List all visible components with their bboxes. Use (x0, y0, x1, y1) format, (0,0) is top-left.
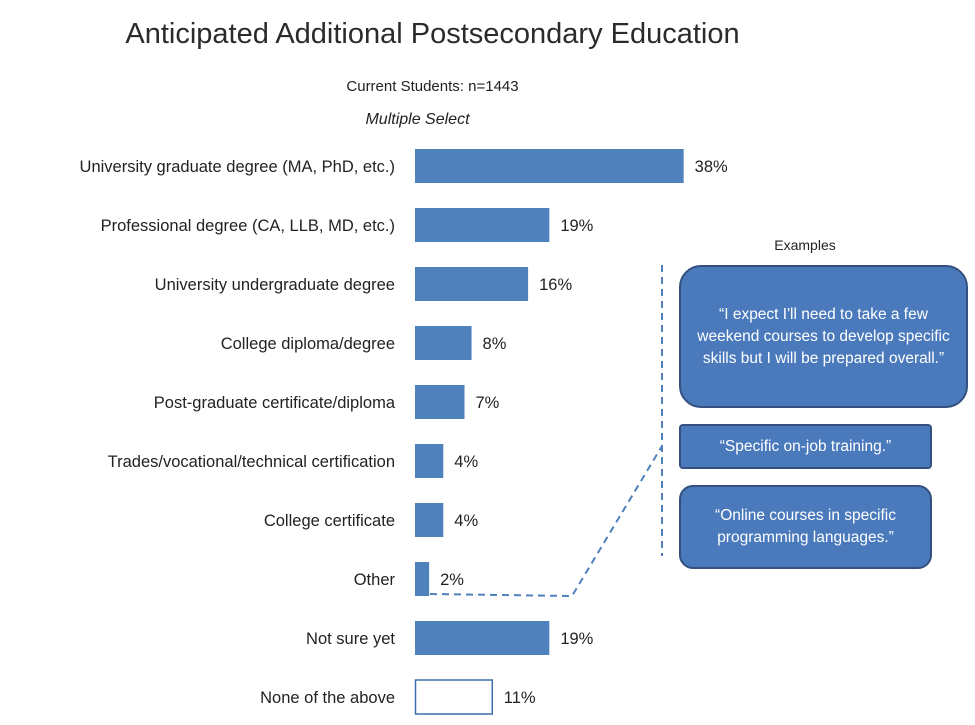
value-label-other: 2% (440, 571, 464, 589)
value-label-professional-degree-ca-llb-md-etc: 19% (560, 217, 593, 235)
bar-college-diploma-degree (415, 326, 472, 360)
bar-professional-degree-ca-llb-md-etc (415, 208, 550, 242)
value-label-college-certificate: 4% (454, 512, 478, 530)
category-label-college-diploma-degree: College diploma/degree (221, 335, 395, 353)
bar-university-undergraduate-degree (415, 267, 529, 301)
category-label-none-of-the-above: None of the above (260, 689, 395, 707)
bar-trades-vocational-technical-certification (415, 444, 444, 478)
example-quote-weekend-courses: “I expect I'll need to take a few weeken… (679, 265, 968, 408)
value-label-trades-vocational-technical-certification: 4% (454, 453, 478, 471)
category-label-post-graduate-certificate-diploma: Post-graduate certificate/diploma (154, 394, 396, 412)
chart-title: Anticipated Additional Postsecondary Edu… (125, 18, 740, 50)
value-label-none-of-the-above: 11% (504, 689, 536, 707)
bar-none-of-the-above (414, 679, 494, 715)
value-label-college-diploma-degree: 8% (483, 335, 507, 353)
examples-title: Examples (774, 237, 836, 253)
category-label-college-certificate: College certificate (264, 512, 395, 530)
category-label-university-graduate-degree-ma-phd-etc: University graduate degree (MA, PhD, etc… (80, 158, 395, 176)
category-label-trades-vocational-technical-certification: Trades/vocational/technical certificatio… (108, 453, 395, 471)
value-label-post-graduate-certificate-diploma: 7% (475, 394, 499, 412)
value-label-university-undergraduate-degree: 16% (539, 276, 572, 294)
examples-connector-line (429, 445, 663, 598)
chart-note: Multiple Select (365, 111, 470, 128)
bar-college-certificate (415, 503, 444, 537)
bar-university-graduate-degree-ma-phd-etc (415, 149, 684, 183)
bar-not-sure-yet (415, 621, 550, 655)
category-label-other: Other (354, 571, 396, 589)
chart-subtitle: Current Students: n=1443 (346, 78, 519, 95)
value-label-university-graduate-degree-ma-phd-etc: 38% (695, 158, 728, 176)
category-label-university-undergraduate-degree: University undergraduate degree (155, 276, 395, 294)
category-label-professional-degree-ca-llb-md-etc: Professional degree (CA, LLB, MD, etc.) (101, 217, 395, 235)
example-quote-online-courses: “Online courses in specific programming … (679, 485, 932, 569)
value-label-not-sure-yet: 19% (560, 630, 593, 648)
example-quote-on-job-training: “Specific on-job training.” (679, 424, 932, 469)
category-label-not-sure-yet: Not sure yet (306, 630, 395, 648)
bar-post-graduate-certificate-diploma (415, 385, 465, 419)
bar-other (415, 562, 430, 596)
